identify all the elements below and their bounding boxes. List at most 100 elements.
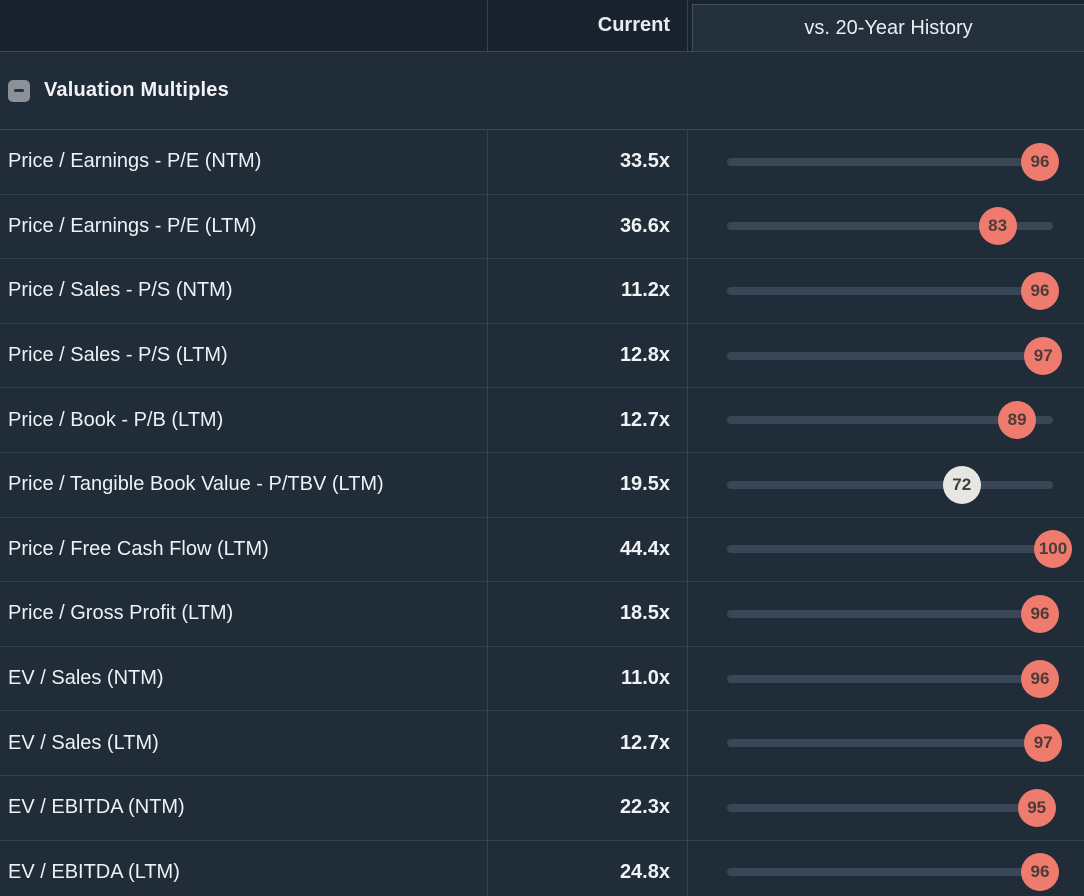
current-value-cell: 18.5x [488, 582, 688, 646]
percentile-value: 95 [1027, 797, 1047, 817]
current-value: 12.7x [619, 408, 670, 431]
section-title: Valuation Multiples [44, 79, 229, 101]
collapse-section-button[interactable] [8, 79, 30, 102]
metric-label-cell: Price / Sales - P/S (NTM) [0, 259, 488, 323]
history-cell: 83 [688, 195, 1084, 259]
percentile-value: 96 [1030, 862, 1050, 882]
current-value-cell: 12.7x [488, 711, 688, 775]
percentile-track: 100 [727, 530, 1072, 569]
metric-label: Price / Tangible Book Value - P/TBV (LTM… [8, 473, 384, 496]
header-metric-column [0, 0, 488, 51]
percentile-track: 89 [727, 401, 1053, 440]
percentile-badge: 97 [1024, 724, 1063, 763]
metric-label-cell: EV / Sales (LTM) [0, 711, 488, 775]
table-row: EV / Sales (LTM) 12.7x 97 [0, 711, 1084, 776]
metric-label: Price / Earnings - P/E (LTM) [8, 214, 257, 237]
history-cell: 97 [688, 324, 1084, 388]
header-history-label-box: vs. 20-Year History [692, 4, 1084, 51]
header-history-column: vs. 20-Year History [688, 0, 1084, 51]
metric-label-cell: Price / Free Cash Flow (LTM) [0, 517, 488, 582]
metric-label: Price / Sales - P/S (NTM) [8, 279, 233, 302]
metric-label: EV / Sales (LTM) [8, 731, 159, 754]
current-value-cell: 12.8x [488, 323, 688, 388]
percentile-badge: 83 [978, 207, 1017, 246]
table-header-row: Current vs. 20-Year History [0, 0, 1084, 52]
table-row: EV / Sales (NTM) 11.0x 96 [0, 646, 1084, 712]
metric-label: EV / EBITDA (LTM) [8, 860, 180, 883]
percentile-value: 83 [988, 216, 1008, 236]
percentile-badge: 96 [1020, 271, 1059, 310]
percentile-value: 100 [1038, 539, 1068, 559]
header-current-column: Current [488, 0, 688, 51]
percentile-track: 96 [727, 853, 1059, 892]
minus-icon [14, 89, 24, 92]
table-row: EV / EBITDA (NTM) 22.3x 95 [0, 775, 1084, 841]
current-value: 24.8x [619, 860, 670, 883]
metric-label-cell: Price / Gross Profit (LTM) [0, 582, 488, 646]
percentile-badge: 96 [1020, 142, 1059, 181]
metric-label-cell: EV / EBITDA (LTM) [0, 840, 488, 896]
current-value: 19.5x [619, 473, 670, 496]
table-row: Price / Earnings - P/E (NTM) 33.5x 96 [0, 130, 1084, 195]
history-cell: 96 [688, 841, 1084, 896]
history-cell: 96 [688, 647, 1084, 711]
history-cell: 96 [688, 582, 1084, 646]
current-value: 36.6x [619, 214, 670, 237]
percentile-value: 96 [1030, 280, 1050, 300]
percentile-badge: 95 [1017, 788, 1056, 827]
percentile-track: 96 [727, 594, 1059, 633]
percentile-badge: 97 [1024, 336, 1063, 375]
current-value-cell: 33.5x [488, 130, 688, 194]
metric-label: Price / Earnings - P/E (NTM) [8, 150, 262, 173]
metric-label-cell: EV / EBITDA (NTM) [0, 775, 488, 840]
history-cell: 97 [688, 711, 1084, 775]
metric-label: EV / EBITDA (NTM) [8, 796, 185, 819]
current-value-cell: 36.6x [488, 194, 688, 259]
history-cell: 96 [688, 130, 1084, 194]
current-value-cell: 11.0x [488, 646, 688, 711]
percentile-badge: 96 [1020, 853, 1059, 892]
history-cell: 72 [688, 453, 1084, 517]
metric-label: Price / Free Cash Flow (LTM) [8, 537, 269, 560]
percentile-badge: 72 [942, 465, 981, 504]
metric-label: Price / Sales - P/S (LTM) [8, 344, 228, 367]
metric-label-cell: Price / Sales - P/S (LTM) [0, 323, 488, 388]
header-current-label: Current [597, 14, 670, 36]
current-value: 12.7x [619, 731, 670, 754]
percentile-track: 95 [727, 788, 1056, 827]
current-value-cell: 44.4x [488, 517, 688, 582]
percentile-value: 96 [1030, 603, 1050, 623]
percentile-badge: 96 [1020, 659, 1059, 698]
metric-label-cell: Price / Tangible Book Value - P/TBV (LTM… [0, 452, 488, 517]
percentile-track: 96 [727, 142, 1059, 181]
percentile-track: 96 [727, 659, 1059, 698]
history-cell: 89 [688, 388, 1084, 452]
metrics-table-body: Price / Earnings - P/E (NTM) 33.5x 96 Pr… [0, 130, 1084, 896]
percentile-badge: 100 [1034, 530, 1072, 569]
table-row: Price / Earnings - P/E (LTM) 36.6x 83 [0, 194, 1084, 260]
current-value-cell: 24.8x [488, 840, 688, 896]
table-row: Price / Gross Profit (LTM) 18.5x 96 [0, 582, 1084, 647]
current-value: 33.5x [619, 150, 670, 173]
percentile-track: 83 [727, 207, 1053, 246]
percentile-track: 96 [727, 271, 1059, 310]
table-row: Price / Free Cash Flow (LTM) 44.4x 100 [0, 517, 1084, 583]
metric-label-cell: Price / Book - P/B (LTM) [0, 388, 488, 452]
current-value: 22.3x [619, 796, 670, 819]
current-value: 18.5x [619, 602, 670, 625]
percentile-track: 97 [727, 724, 1063, 763]
current-value: 11.0x [621, 667, 670, 690]
percentile-value: 97 [1033, 345, 1053, 365]
header-history-label: vs. 20-Year History [804, 16, 973, 39]
percentile-badge: 96 [1020, 594, 1059, 633]
percentile-track: 72 [727, 465, 1053, 504]
percentile-value: 97 [1033, 733, 1053, 753]
current-value-cell: 22.3x [488, 775, 688, 840]
percentile-badge: 89 [998, 401, 1037, 440]
metric-label: EV / Sales (NTM) [8, 667, 164, 690]
current-value-cell: 11.2x [488, 259, 688, 323]
current-value-cell: 12.7x [488, 388, 688, 452]
metric-label: Price / Book - P/B (LTM) [8, 408, 224, 431]
table-row: Price / Book - P/B (LTM) 12.7x 89 [0, 388, 1084, 453]
